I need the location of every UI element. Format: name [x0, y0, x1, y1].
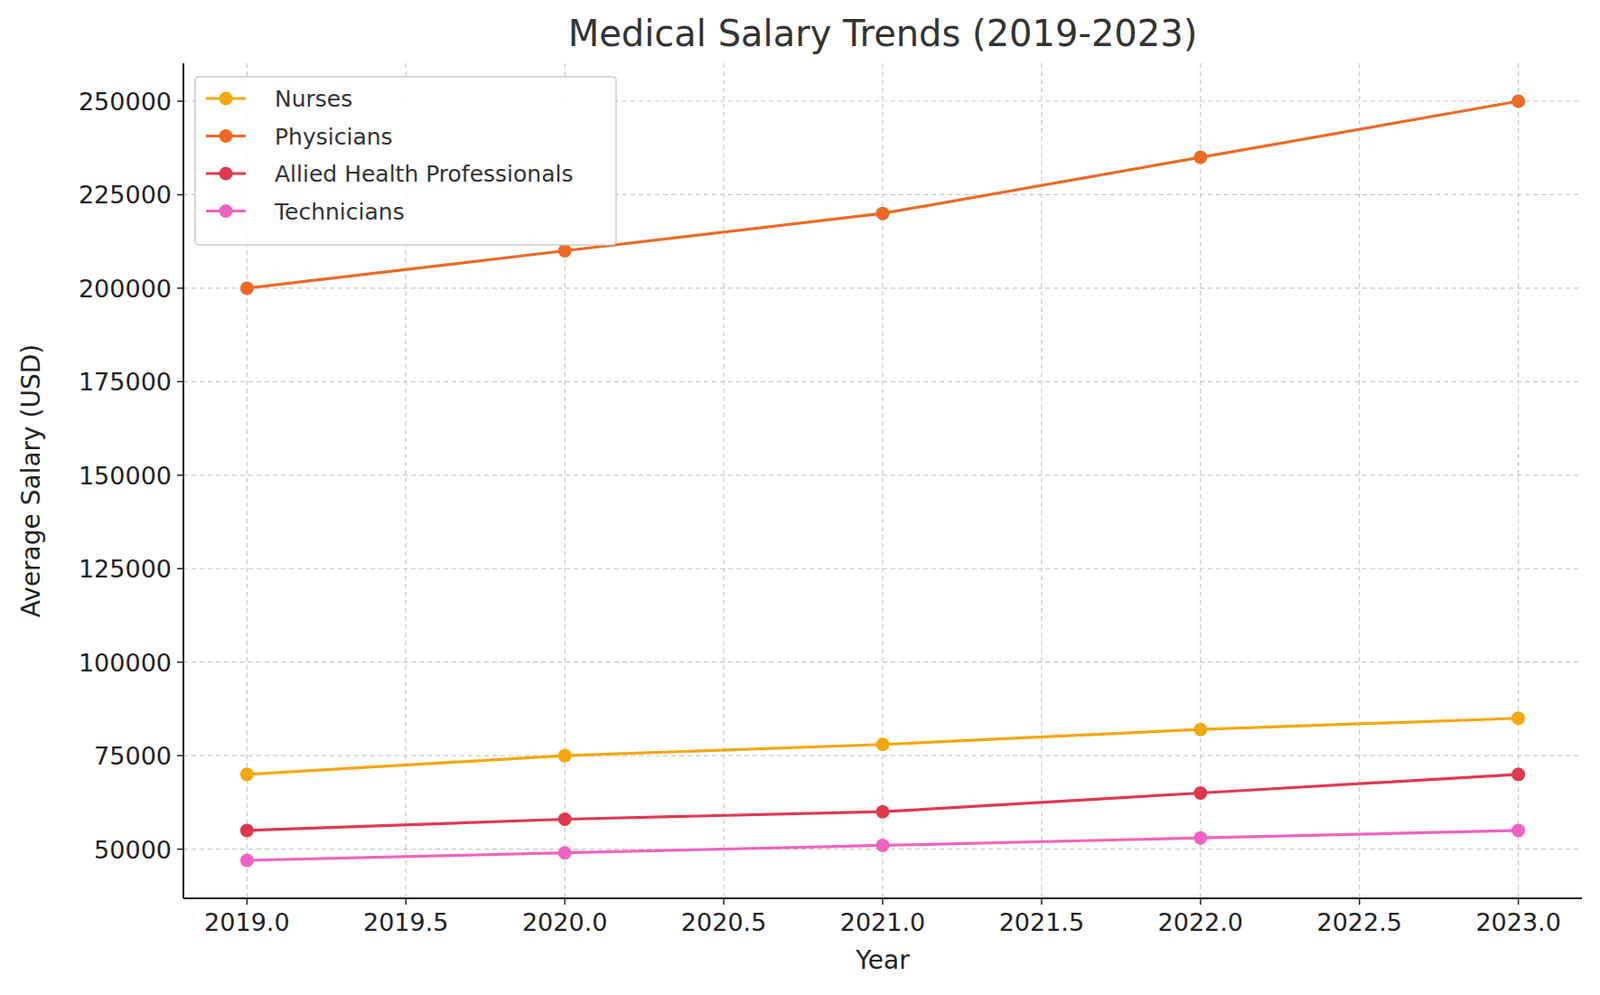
- legend-marker: [219, 167, 234, 181]
- legend-marker: [219, 204, 234, 218]
- y-tick-label: 175000: [78, 367, 172, 396]
- x-grid-line: [881, 63, 883, 899]
- x-tick: [563, 898, 566, 905]
- series-point: [1193, 722, 1208, 737]
- legend-box: [195, 76, 617, 245]
- series-point: [558, 812, 572, 826]
- x-tick: [722, 898, 725, 905]
- y-grid-line: [183, 568, 1582, 570]
- y-grid-line: [183, 661, 1582, 663]
- legend: Nurses Physicians Allied Health Profession…: [195, 76, 617, 245]
- chart-svg: 2019.0 2019.5 2020.0 2020.5 2021.0 2021.5 2022…: [0, 0, 1600, 995]
- x-tick-label: 2020.5: [681, 907, 767, 936]
- y-grid-line: [183, 381, 1582, 383]
- y-axis-label: Average Salary (USD): [16, 344, 47, 618]
- legend-marker: [219, 92, 234, 106]
- series-point: [1511, 94, 1526, 109]
- x-grid-line: [1358, 63, 1360, 899]
- series: [240, 767, 1526, 837]
- x-grid-line: [1199, 63, 1201, 899]
- series-point: [1193, 150, 1208, 165]
- x-grid-line: [722, 63, 724, 899]
- y-tick: [177, 567, 184, 570]
- x-tick-label: 2022.0: [1158, 907, 1244, 936]
- series-point: [240, 280, 254, 295]
- y-tick: [177, 287, 184, 290]
- series-point: [876, 206, 890, 221]
- chart-title: Medical Salary Trends (2019-2023): [568, 12, 1198, 55]
- y-tick: [177, 661, 184, 664]
- y-axis-line: [182, 63, 185, 899]
- y-tick-label: 125000: [78, 554, 172, 583]
- x-tick: [1358, 898, 1361, 905]
- chart-container: 2019.0 2019.5 2020.0 2020.5 2021.0 2021.5 2022…: [0, 0, 1600, 995]
- legend-label: Allied Health Professionals: [274, 160, 573, 188]
- y-tick-label: 250000: [78, 87, 172, 116]
- series-line: [246, 774, 1518, 831]
- y-tick-label: 225000: [78, 180, 172, 209]
- series-point: [240, 823, 254, 837]
- x-tick: [1199, 898, 1202, 905]
- y-tick-label: 50000: [93, 835, 172, 864]
- x-tick: [246, 898, 249, 905]
- legend-label: Physicians: [274, 123, 393, 150]
- series-point: [1511, 711, 1526, 725]
- series-line: [246, 718, 1518, 775]
- series-point: [240, 767, 254, 781]
- series: [240, 823, 1526, 867]
- series-point: [240, 853, 254, 868]
- legend-label: Technicians: [273, 198, 405, 225]
- series-point: [558, 243, 572, 258]
- x-tick-label: 2020.0: [522, 907, 608, 936]
- series-point: [876, 838, 890, 852]
- x-tick: [1517, 898, 1520, 905]
- series-point: [558, 748, 572, 763]
- x-grid-line: [1040, 63, 1042, 899]
- x-tick-label: 2019.0: [204, 907, 290, 936]
- series-point: [1511, 767, 1526, 781]
- x-tick: [405, 898, 408, 905]
- y-tick: [177, 474, 184, 477]
- y-tick: [177, 194, 184, 197]
- y-tick: [177, 381, 184, 384]
- x-tick-label: 2019.5: [363, 907, 449, 936]
- x-tick-label: 2021.0: [840, 907, 926, 936]
- x-tick-label: 2021.5: [999, 907, 1085, 936]
- series-point: [876, 737, 890, 751]
- grid: [183, 63, 1582, 899]
- x-tick: [1040, 898, 1043, 905]
- series: [240, 711, 1526, 781]
- series-point: [558, 845, 572, 860]
- x-tick-label: 2023.0: [1475, 907, 1561, 936]
- series-line: [246, 830, 1518, 861]
- series-point: [1511, 823, 1526, 837]
- x-tick: [881, 898, 884, 905]
- series-point: [1193, 785, 1208, 800]
- y-tick-label: 150000: [78, 461, 172, 490]
- y-grid-line: [183, 755, 1582, 757]
- legend-label: Nurses: [274, 85, 353, 113]
- series-point: [1193, 831, 1208, 845]
- x-tick-label: 2022.5: [1316, 907, 1402, 936]
- y-tick-label: 200000: [78, 274, 172, 303]
- y-tick-label: 100000: [78, 648, 172, 677]
- y-tick: [177, 848, 184, 851]
- legend-marker: [219, 129, 234, 143]
- y-tick: [177, 754, 184, 757]
- x-axis-label: Year: [854, 945, 910, 975]
- y-grid-line: [183, 474, 1582, 476]
- y-tick-label: 75000: [93, 741, 172, 770]
- y-grid-line: [183, 287, 1582, 289]
- y-tick: [177, 100, 184, 103]
- series-point: [876, 804, 890, 819]
